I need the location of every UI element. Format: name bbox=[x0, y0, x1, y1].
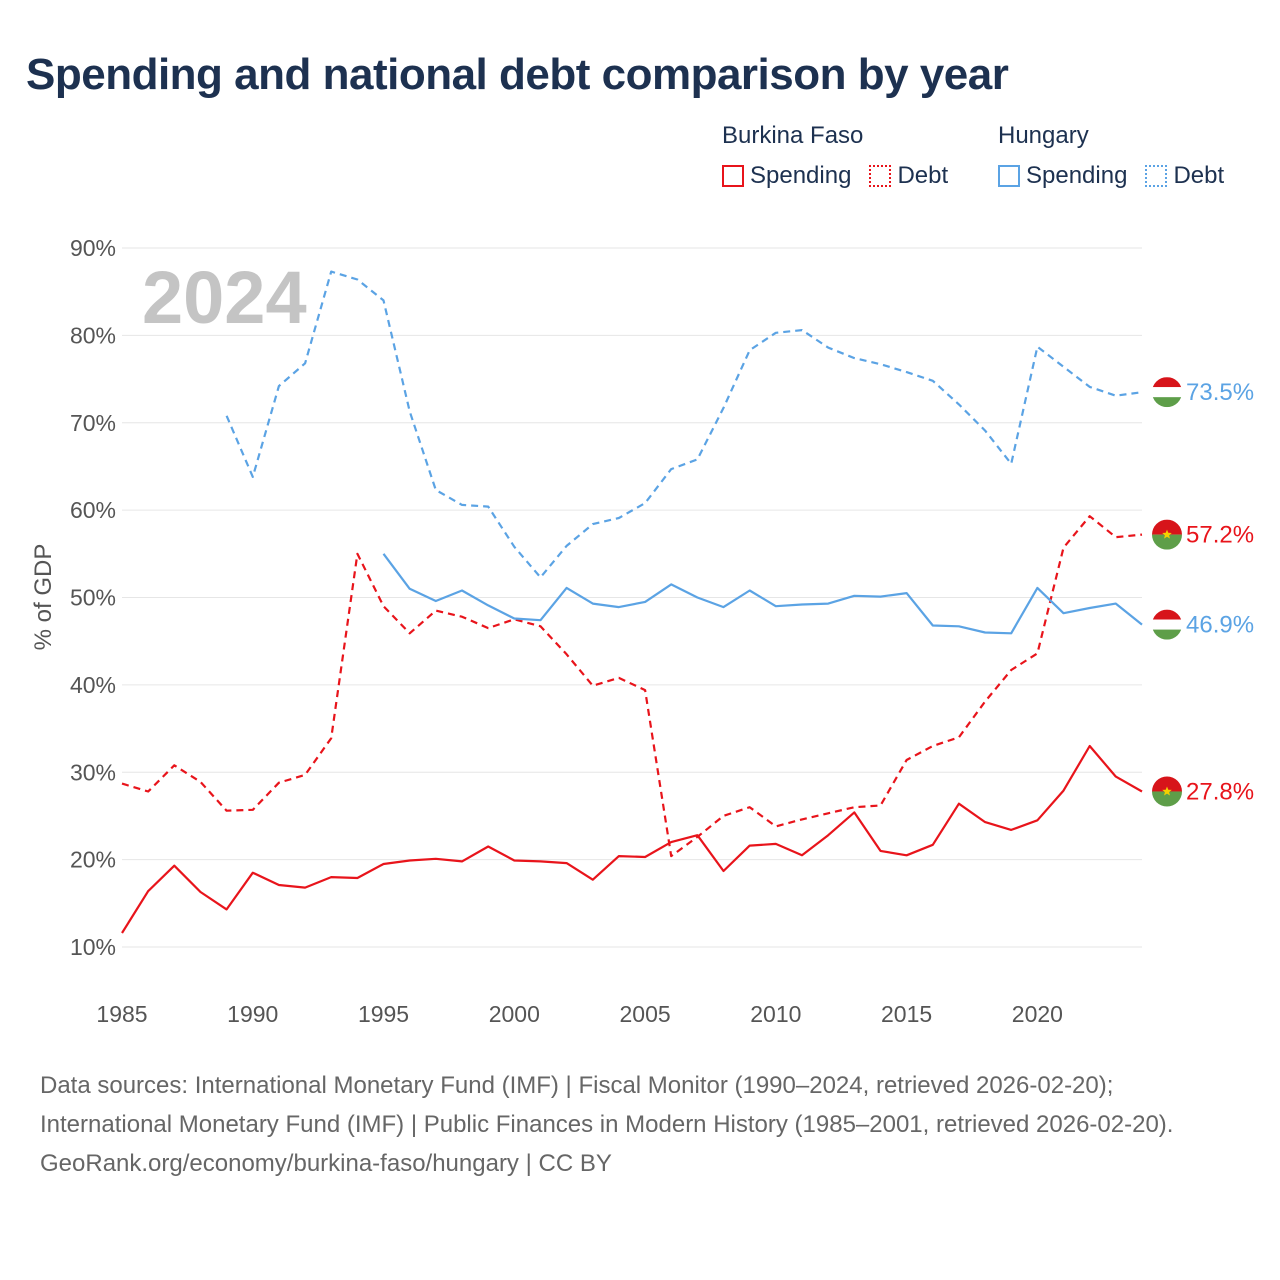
hungary-flag-icon bbox=[1152, 377, 1182, 408]
legend-label: Spending bbox=[750, 162, 852, 189]
y-tick-label: 10% bbox=[70, 934, 116, 960]
y-tick-label: 20% bbox=[70, 847, 116, 873]
legend-swatch-solid bbox=[998, 165, 1020, 187]
hungary-flag-icon bbox=[1152, 609, 1182, 640]
legend-label: Spending bbox=[1026, 162, 1128, 189]
burkina-faso-flag-icon bbox=[1152, 519, 1182, 550]
end-value-label: 27.8% bbox=[1186, 778, 1254, 805]
legend-group-burkina-faso: Burkina Faso Spending Debt bbox=[722, 122, 948, 190]
legend-item-hungary-spending[interactable]: Spending bbox=[998, 162, 1127, 190]
data-sources: Data sources: International Monetary Fun… bbox=[40, 1072, 1174, 1138]
x-tick-label: 2010 bbox=[750, 1001, 801, 1027]
legend-item-hungary-debt[interactable]: Debt bbox=[1145, 162, 1224, 190]
y-tick-label: 70% bbox=[70, 410, 116, 436]
x-tick-label: 2020 bbox=[1012, 1001, 1063, 1027]
x-tick-label: 1985 bbox=[96, 1001, 147, 1027]
legend-label: Debt bbox=[1173, 162, 1225, 189]
end-value-label: 73.5% bbox=[1186, 379, 1254, 406]
y-tick-label: 90% bbox=[70, 235, 116, 261]
y-tick-label: 60% bbox=[70, 497, 116, 523]
series-line-hungary-spending bbox=[382, 553, 1143, 635]
legend-item-burkina-spending[interactable]: Spending bbox=[722, 162, 851, 190]
y-tick-label: 80% bbox=[70, 322, 116, 348]
legend-swatch-solid bbox=[722, 165, 744, 187]
x-tick-label: 2000 bbox=[489, 1001, 540, 1027]
end-value-label: 46.9% bbox=[1186, 612, 1254, 639]
footer: Data sources: International Monetary Fun… bbox=[40, 1066, 1240, 1183]
chart-title: Spending and national debt comparison by… bbox=[26, 50, 1009, 99]
y-tick-label: 50% bbox=[70, 585, 116, 611]
y-axis-label: % of GDP bbox=[30, 544, 57, 651]
legend-group-hungary: Hungary Spending Debt bbox=[998, 122, 1224, 190]
legend-swatch-dotted bbox=[869, 165, 892, 187]
series-line-burkina-faso-debt bbox=[121, 515, 1143, 858]
x-tick-label: 1995 bbox=[358, 1001, 409, 1027]
legend-swatch-dotted bbox=[1145, 165, 1168, 187]
burkina-faso-flag-icon bbox=[1152, 776, 1182, 807]
end-value-label: 57.2% bbox=[1186, 522, 1254, 549]
x-tick-label: 2005 bbox=[619, 1001, 670, 1027]
x-tick-label: 2015 bbox=[881, 1001, 932, 1027]
x-tick-label: 1990 bbox=[227, 1001, 278, 1027]
y-tick-label: 30% bbox=[70, 759, 116, 785]
line-chart: 10% 20% 30% 40% 50% 60% 70% 80% 90% 1985 1990 1995 2… bbox=[30, 235, 1254, 1027]
legend-group-title: Hungary bbox=[998, 122, 1089, 149]
legend-item-burkina-debt[interactable]: Debt bbox=[869, 162, 948, 190]
series-line-hungary-debt bbox=[225, 270, 1143, 579]
year-watermark: 2024 bbox=[142, 256, 307, 339]
series-line-burkina-faso-spending bbox=[121, 744, 1143, 934]
legend-group-title: Burkina Faso bbox=[722, 122, 864, 149]
y-tick-label: 40% bbox=[70, 672, 116, 698]
legend-label: Debt bbox=[897, 162, 949, 189]
credit-link[interactable]: GeoRank.org/economy/burkina-faso/hungary… bbox=[40, 1150, 612, 1177]
